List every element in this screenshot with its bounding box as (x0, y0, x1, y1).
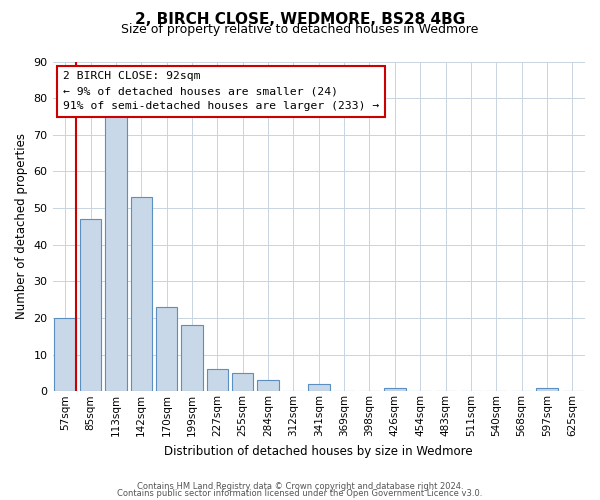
Bar (536, 388, 558, 392)
Bar (384, 388, 406, 392)
Text: Contains HM Land Registry data © Crown copyright and database right 2024.: Contains HM Land Registry data © Crown c… (137, 482, 463, 491)
Bar (131, 197, 152, 392)
Text: 2, BIRCH CLOSE, WEDMORE, BS28 4BG: 2, BIRCH CLOSE, WEDMORE, BS28 4BG (135, 12, 465, 28)
Bar (232, 373, 253, 392)
X-axis label: Distribution of detached houses by size in Wedmore: Distribution of detached houses by size … (164, 444, 473, 458)
Bar (55, 318, 76, 392)
Bar (105, 113, 127, 392)
Bar (156, 307, 178, 392)
Bar (308, 384, 329, 392)
Bar (206, 370, 228, 392)
Text: Size of property relative to detached houses in Wedmore: Size of property relative to detached ho… (121, 22, 479, 36)
Bar (257, 380, 279, 392)
Text: Contains public sector information licensed under the Open Government Licence v3: Contains public sector information licen… (118, 490, 482, 498)
Bar (80, 219, 101, 392)
Y-axis label: Number of detached properties: Number of detached properties (15, 134, 28, 320)
Bar (181, 326, 203, 392)
Text: 2 BIRCH CLOSE: 92sqm
← 9% of detached houses are smaller (24)
91% of semi-detach: 2 BIRCH CLOSE: 92sqm ← 9% of detached ho… (63, 72, 379, 111)
